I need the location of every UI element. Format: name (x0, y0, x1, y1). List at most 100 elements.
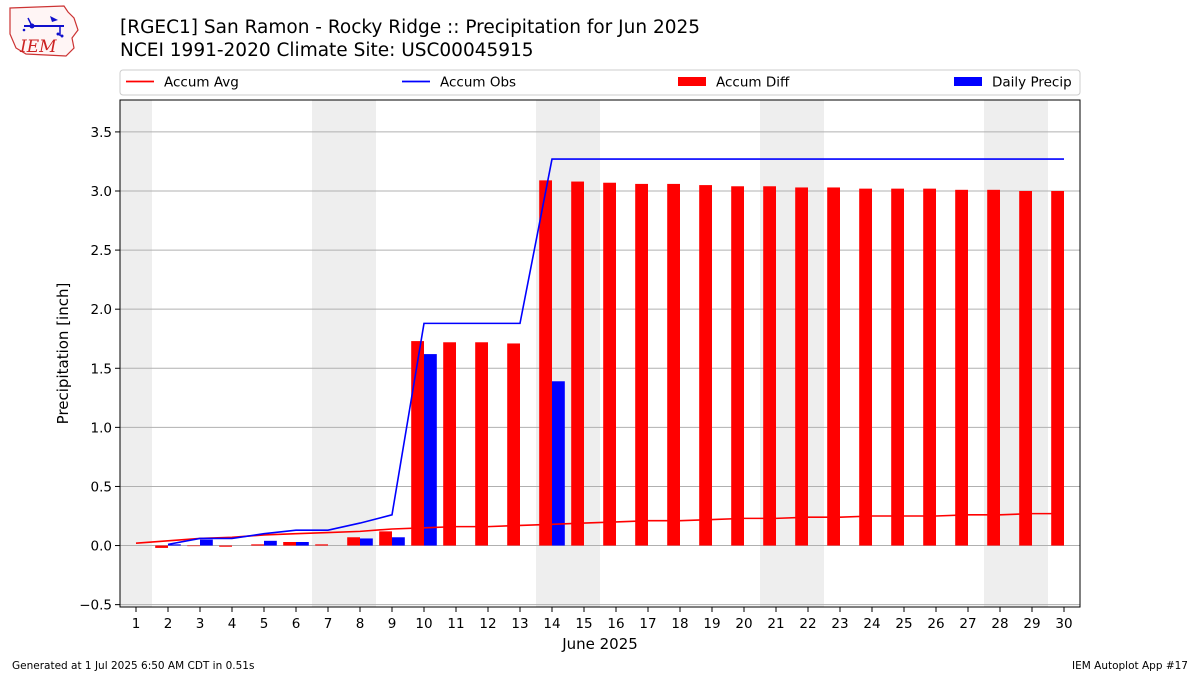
accum-diff-bar-day-13 (507, 343, 520, 546)
accum-diff-bar-day-29 (1019, 191, 1032, 546)
x-axis: 1 2 3 4 5 6 7 8 9 10 11 12 13 14 15 16 17 18 19 20 21 22 23 24 2… (132, 607, 1073, 632)
accum-diff-bar-day-26 (923, 188, 936, 546)
x-tick-label-4: 4 (228, 616, 237, 632)
lines (135, 158, 1064, 546)
iem-logo: IEM (6, 4, 82, 60)
accum-diff-bar-day-9 (379, 531, 392, 546)
chart-subtitle: NCEI 1991-2020 Climate Site: USC00045915 (120, 40, 534, 61)
generated-timestamp: Generated at 1 Jul 2025 6:50 AM CDT in 0… (12, 660, 255, 672)
accum-diff-bar-day-21 (763, 186, 776, 546)
accum-diff-bar-day-24 (859, 188, 872, 546)
x-tick-label-28: 28 (991, 616, 1008, 632)
daily-precip-bar-day-5 (264, 540, 277, 546)
daily-precip-bar-day-9 (392, 537, 405, 546)
legend-accum-avg-label: Accum Avg (164, 75, 239, 91)
x-tick-label-17: 17 (639, 616, 656, 632)
accum-diff-bar-day-5 (251, 544, 264, 546)
x-tick-label-1: 1 (132, 616, 141, 632)
daily-precip-bar-day-6 (296, 542, 309, 546)
x-tick-label-25: 25 (895, 616, 912, 632)
app-label: IEM Autoplot App #17 (1072, 660, 1188, 672)
x-tick-label-26: 26 (927, 616, 944, 632)
x-tick-label-10: 10 (415, 616, 432, 632)
accum-diff-bar-day-7 (315, 544, 328, 546)
x-tick-label-21: 21 (767, 616, 784, 632)
weekend-band-1 (120, 100, 152, 607)
x-tick-label-6: 6 (292, 616, 301, 632)
accum-diff-bar-day-25 (891, 188, 904, 546)
x-tick-label-12: 12 (479, 616, 496, 632)
legend-daily-precip-label: Daily Precip (992, 75, 1072, 91)
accum-diff-bar-day-15 (571, 181, 584, 546)
accum-diff-bar-day-17 (635, 183, 648, 546)
grid-lines (120, 131, 1080, 606)
logo-text: IEM (19, 37, 57, 57)
x-tick-label-2: 2 (164, 616, 173, 632)
plot-frame (119, 99, 1081, 608)
legend-accum-diff-label: Accum Diff (716, 75, 790, 91)
y-tick-label-4: 1.5 (91, 361, 112, 377)
x-tick-label-19: 19 (703, 616, 720, 632)
daily-precip-bar-day-8 (360, 538, 373, 546)
legend-box (119, 69, 1081, 96)
daily-precip-bar-day-2 (168, 544, 181, 546)
x-tick-label-8: 8 (356, 616, 365, 632)
x-tick-label-29: 29 (1023, 616, 1040, 632)
bars (155, 180, 1064, 548)
legend-accum-obs-label: Accum Obs (440, 75, 516, 91)
x-tick-label-3: 3 (196, 616, 205, 632)
accum-avg-line (135, 512, 1064, 544)
accum-diff-bar-day-22 (795, 187, 808, 546)
x-tick-label-20: 20 (735, 616, 752, 632)
y-tick-label-1: 0.0 (91, 539, 112, 555)
accum-diff-bar-day-14 (539, 180, 552, 546)
accum-diff-bar-day-28 (987, 189, 1000, 546)
accum-diff-bar-day-18 (667, 183, 680, 546)
x-tick-label-13: 13 (511, 616, 528, 632)
x-tick-label-14: 14 (543, 616, 560, 632)
accum-diff-bar-day-4 (219, 545, 232, 547)
y-tick-label-0: −0.5 (79, 598, 112, 614)
daily-precip-bar-day-3 (200, 539, 213, 546)
accum-diff-bar-day-11 (443, 342, 456, 546)
accum-diff-bar-day-10 (411, 341, 424, 546)
accum-diff-bar-day-19 (699, 185, 712, 546)
accum-diff-bar-day-30 (1051, 191, 1064, 546)
y-tick-label-7: 3.0 (91, 184, 112, 200)
daily-precip-bar-day-14 (552, 381, 565, 546)
accum-diff-bar-day-23 (827, 187, 840, 546)
accum-diff-bar-day-27 (955, 189, 968, 546)
y-axis: −0.5 0.0 0.5 1.0 1.5 2.0 2.5 3.0 3.5 (79, 125, 120, 614)
accum-diff-bar-day-20 (731, 186, 744, 546)
accum-diff-bar-day-3 (187, 545, 200, 547)
x-tick-label-11: 11 (447, 616, 464, 632)
legend-accum-diff-swatch (678, 77, 706, 86)
legend: Accum Avg Accum Obs Accum Diff Daily Precip (119, 69, 1081, 96)
accum-obs-line (167, 158, 1064, 546)
y-tick-label-6: 2.5 (91, 243, 112, 259)
legend-daily-precip-swatch (954, 77, 982, 86)
x-tick-label-7: 7 (324, 616, 333, 632)
chart-title: [RGEC1] San Ramon - Rocky Ridge :: Preci… (120, 17, 701, 38)
accum-diff-bar-day-12 (475, 342, 488, 546)
y-tick-label-5: 2.0 (91, 302, 112, 318)
y-axis-label: Precipitation [inch] (54, 283, 72, 425)
accum-diff-bar-day-2 (155, 545, 168, 548)
y-tick-label-3: 1.0 (91, 420, 112, 436)
x-tick-label-18: 18 (671, 616, 688, 632)
y-tick-label-2: 0.5 (91, 479, 112, 495)
y-tick-label-8: 3.5 (91, 125, 112, 141)
x-tick-label-24: 24 (863, 616, 880, 632)
x-tick-label-16: 16 (607, 616, 624, 632)
accum-diff-bar-day-6 (283, 542, 296, 546)
x-axis-label: June 2025 (561, 635, 638, 653)
accum-diff-bar-day-16 (603, 182, 616, 546)
x-tick-label-30: 30 (1055, 616, 1072, 632)
x-tick-label-22: 22 (799, 616, 816, 632)
x-tick-label-5: 5 (260, 616, 269, 632)
daily-precip-bar-day-10 (424, 354, 437, 546)
accum-diff-bar-day-8 (347, 537, 360, 546)
x-tick-label-27: 27 (959, 616, 976, 632)
x-tick-label-15: 15 (575, 616, 592, 632)
